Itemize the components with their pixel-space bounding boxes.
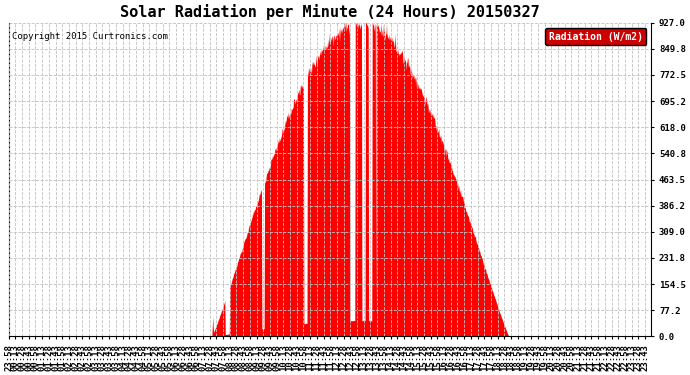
Title: Solar Radiation per Minute (24 Hours) 20150327: Solar Radiation per Minute (24 Hours) 20… [120,4,540,20]
Legend: Radiation (W/m2): Radiation (W/m2) [544,28,647,45]
Text: Copyright 2015 Curtronics.com: Copyright 2015 Curtronics.com [12,32,168,41]
